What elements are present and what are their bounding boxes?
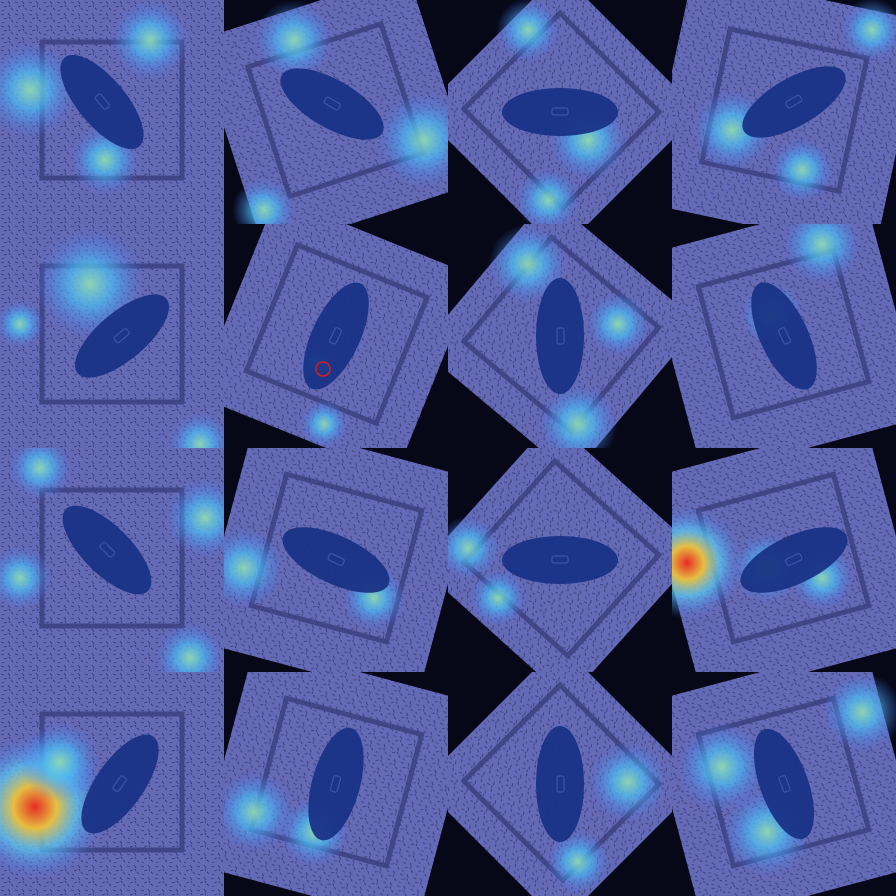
tile	[224, 448, 448, 672]
object-slot	[329, 327, 343, 345]
object-slot	[777, 327, 791, 345]
heat-spot	[154, 622, 224, 672]
object	[502, 88, 618, 136]
object-slot	[94, 93, 110, 110]
frame	[243, 241, 431, 427]
object-slot	[551, 555, 569, 564]
object	[740, 527, 848, 593]
tile-tint	[0, 224, 224, 448]
heat-spot	[8, 448, 72, 500]
heat-spot	[168, 412, 224, 448]
object-slot	[785, 94, 803, 109]
tile-tint	[224, 448, 448, 672]
object	[536, 278, 584, 394]
heat-spot	[20, 722, 100, 802]
tile	[672, 224, 896, 448]
object-slot	[99, 541, 116, 558]
tile-tint	[448, 0, 672, 224]
object	[81, 734, 159, 834]
tile-tint	[224, 0, 448, 224]
heat-spot	[822, 672, 896, 752]
heat-spot	[546, 830, 610, 894]
heat-spot	[300, 400, 348, 448]
heat-spot	[376, 92, 448, 188]
heat-spot	[840, 0, 896, 62]
tile-tint	[0, 448, 224, 672]
object	[536, 726, 584, 842]
tile-tint	[448, 672, 672, 896]
object	[280, 68, 384, 140]
tile	[0, 0, 224, 224]
heat-spot	[165, 478, 224, 558]
heat-spot	[516, 168, 580, 224]
object	[308, 727, 364, 841]
tile-tint	[672, 672, 896, 896]
object	[282, 527, 390, 593]
tile-tint	[672, 448, 896, 672]
object	[74, 294, 170, 378]
tile	[672, 448, 896, 672]
object-slot	[113, 328, 130, 344]
object-slot	[327, 553, 345, 567]
tile	[448, 0, 672, 224]
heat-spot	[538, 384, 618, 448]
tile-tint	[672, 0, 896, 224]
object	[753, 728, 815, 840]
heat-spot	[224, 528, 284, 608]
heat-spot	[586, 292, 650, 356]
tile	[448, 448, 672, 672]
tile-tint	[0, 672, 224, 896]
heat-spot	[469, 569, 527, 627]
heat-spot	[672, 507, 743, 619]
tile	[224, 0, 448, 224]
heat-spot	[224, 772, 294, 852]
object-slot	[785, 553, 803, 567]
tile	[0, 448, 224, 672]
tile-tint	[224, 224, 448, 448]
tile	[224, 672, 448, 896]
tile	[0, 672, 224, 896]
heat-spot	[488, 224, 568, 304]
object-slot	[556, 775, 565, 793]
tile	[448, 672, 672, 896]
object-slot	[323, 96, 341, 111]
object	[751, 282, 817, 390]
object	[60, 54, 144, 150]
tile	[0, 224, 224, 448]
marker-circle	[315, 361, 331, 377]
frame	[460, 681, 663, 884]
tile	[448, 224, 672, 448]
heat-spot	[254, 0, 334, 80]
tile	[224, 224, 448, 448]
tile-tint	[0, 0, 224, 224]
object-slot	[329, 775, 342, 793]
tile	[672, 672, 896, 896]
object	[742, 66, 846, 138]
heat-spot	[0, 42, 78, 138]
tile	[672, 0, 896, 224]
heat-spot	[782, 224, 862, 284]
object	[502, 536, 618, 584]
heat-spot	[496, 0, 560, 62]
heat-spot	[677, 722, 767, 812]
heat-spot	[588, 742, 668, 822]
tile-tint	[224, 672, 448, 896]
heat-spot	[0, 300, 44, 348]
heat-spot	[770, 138, 834, 202]
tile-tint	[672, 224, 896, 448]
object	[62, 505, 152, 595]
heat-spot	[110, 0, 190, 80]
object-slot	[556, 327, 565, 345]
heat-spot	[448, 516, 500, 580]
object-slot	[551, 107, 569, 116]
heat-spot	[0, 546, 52, 610]
frame	[695, 247, 872, 421]
object-slot	[778, 775, 791, 793]
object-slot	[112, 775, 127, 793]
tile-tint	[448, 448, 672, 672]
tile-tint	[448, 224, 672, 448]
heat-spot	[232, 178, 296, 224]
